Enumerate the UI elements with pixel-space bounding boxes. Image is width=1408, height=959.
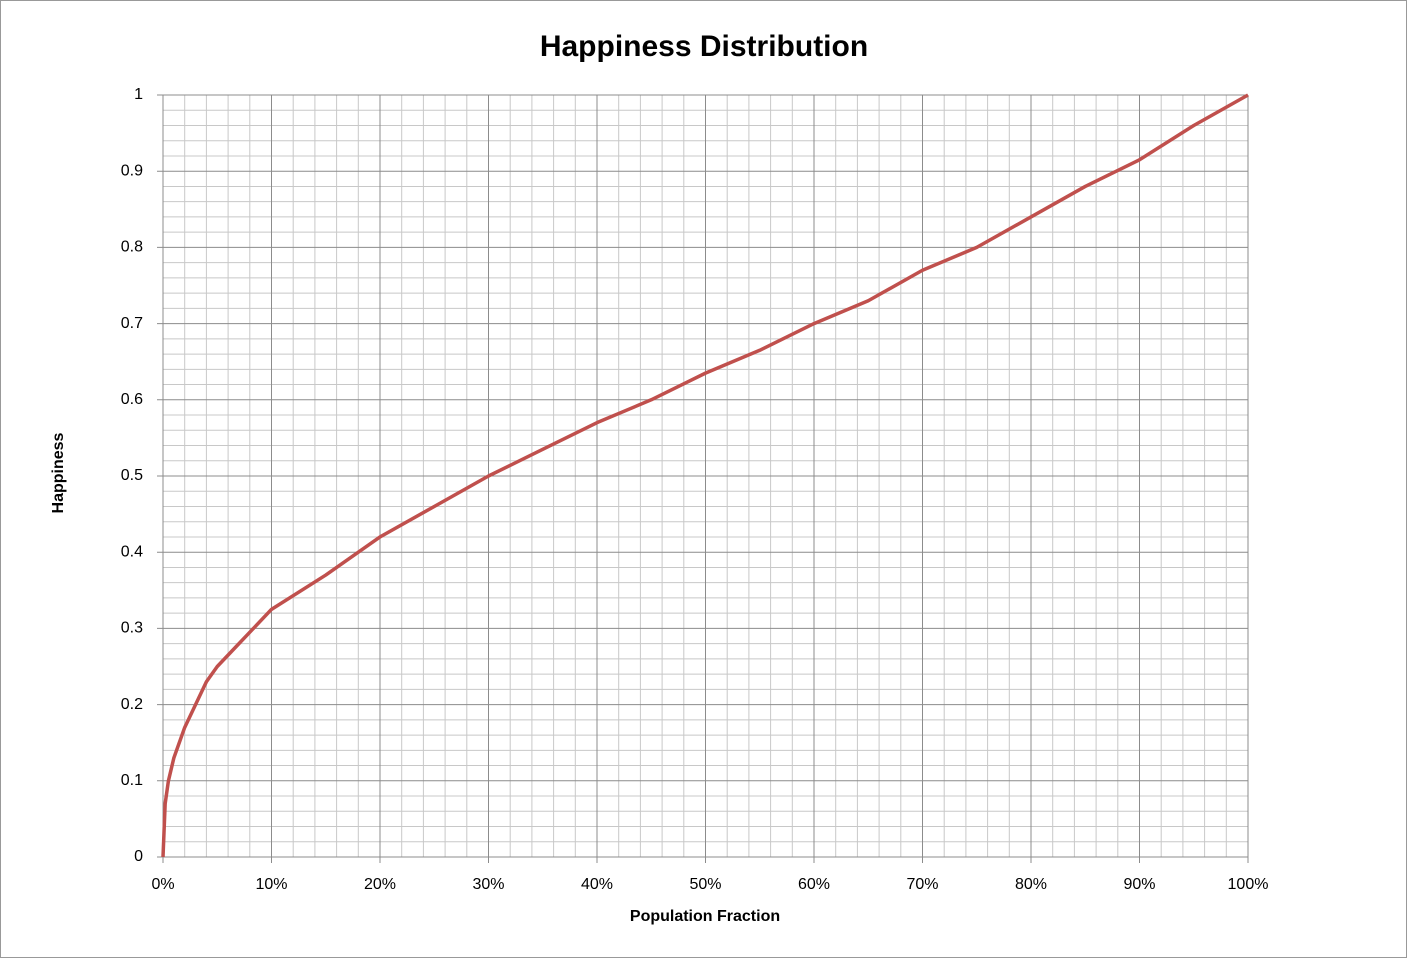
y-tick-label: 1: [134, 86, 143, 103]
x-tick-label: 100%: [1228, 876, 1269, 893]
x-tick-label: 40%: [581, 876, 613, 893]
x-tick-label: 80%: [1015, 876, 1047, 893]
y-tick-label: 0.9: [121, 162, 143, 179]
y-tick-label: 0.8: [121, 239, 143, 256]
x-tick-label: 20%: [364, 876, 396, 893]
y-tick-label: 0.6: [121, 391, 143, 408]
y-tick-label: 0.2: [121, 696, 143, 713]
x-tick-label: 0%: [151, 876, 174, 893]
y-tick-label: 0.3: [121, 620, 143, 637]
x-tick-label: 60%: [798, 876, 830, 893]
x-tick-label: 10%: [255, 876, 287, 893]
x-tick-label: 70%: [906, 876, 938, 893]
x-axis-label: Population Fraction: [630, 908, 780, 925]
y-tick-label: 0: [134, 848, 143, 865]
y-tick-label: 0.1: [121, 772, 143, 789]
data-line: [161, 93, 1249, 858]
y-tick-label: 0.4: [121, 543, 143, 560]
chart-title: Happiness Distribution: [540, 30, 868, 63]
x-tick-label: 30%: [472, 876, 504, 893]
x-tick-label: 50%: [689, 876, 721, 893]
x-tick-label: 90%: [1123, 876, 1155, 893]
y-tick-label: 0.5: [121, 467, 143, 484]
y-tick-label: 0.7: [121, 315, 143, 332]
y-axis-label: Happiness: [50, 432, 67, 513]
